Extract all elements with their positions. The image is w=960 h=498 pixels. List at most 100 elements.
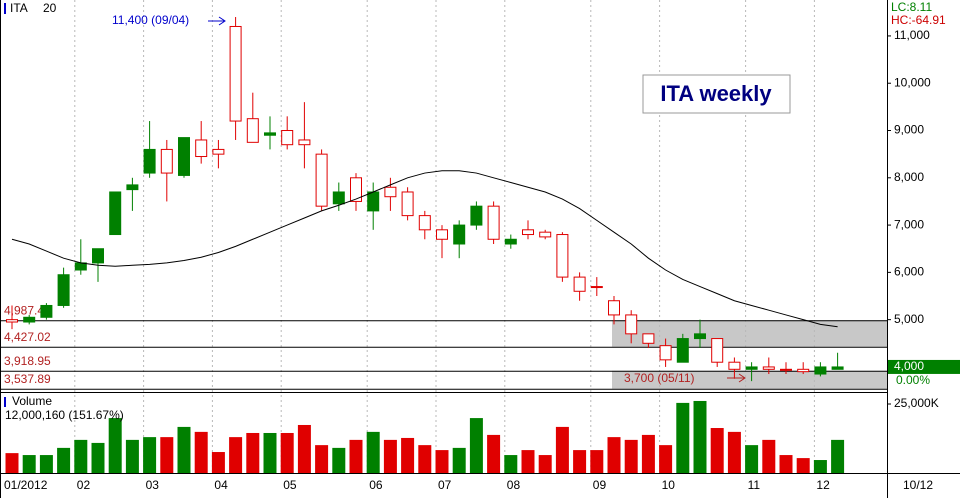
volume-bar	[5, 453, 19, 473]
volume-bar	[108, 418, 122, 473]
volume-bar	[676, 402, 690, 473]
candle-body	[367, 191, 380, 212]
volume-bar	[125, 439, 139, 473]
x-tick-label: 05	[283, 478, 297, 492]
x-tick-label: 09	[593, 478, 607, 492]
candle-body	[40, 304, 53, 318]
candle-body	[57, 274, 70, 306]
x-tick-label: 12	[816, 478, 830, 492]
candle-body	[126, 184, 139, 191]
low-annotation: 3,700 (05/11)	[624, 371, 695, 385]
volume-bar	[366, 431, 380, 473]
volume-bar	[710, 428, 724, 473]
volume-bar	[297, 424, 311, 473]
volume-bar	[263, 432, 277, 473]
volume-bar	[332, 447, 346, 473]
levels: 4,987.43 4,427.02 3,918.95 3,537.89	[0, 303, 887, 390]
volume-bar	[435, 450, 449, 473]
candle-body	[539, 231, 552, 238]
y-tick-label: 8,000	[894, 170, 924, 184]
candle-body	[264, 132, 276, 136]
candle-body	[281, 130, 294, 146]
candle-body	[797, 368, 810, 373]
volume-bar	[211, 452, 225, 473]
last-price-box	[888, 359, 960, 374]
level-label: 3,918.95	[4, 354, 51, 368]
volume-bar	[762, 439, 776, 473]
y-tick-label: 7,000	[894, 217, 924, 231]
symbol-marker	[4, 3, 6, 14]
volume-bar	[469, 418, 483, 473]
volume-bar	[607, 437, 621, 473]
candle-body	[384, 186, 397, 198]
volume-bar	[796, 458, 810, 473]
y-tick-label: 25,000K	[894, 396, 939, 410]
candle-body	[659, 345, 672, 361]
y-tick-label: 10,000	[894, 75, 931, 89]
x-tick-label: 03	[146, 478, 160, 492]
candle-body	[23, 316, 36, 323]
candle-body	[143, 148, 156, 174]
symbol: ITA	[10, 1, 28, 15]
x-tick-label: 02	[77, 478, 91, 492]
zones	[612, 320, 887, 389]
candle-body	[6, 319, 18, 323]
volume-bar	[229, 437, 243, 473]
candle-body	[298, 139, 311, 146]
candle-body	[487, 205, 500, 240]
candle-body	[160, 148, 173, 174]
title-box	[642, 74, 791, 114]
ma-line	[11, 170, 838, 328]
candle-body	[728, 361, 741, 370]
candle-body	[332, 191, 345, 205]
volume-bar	[521, 450, 535, 473]
level-label: 3,537.89	[4, 372, 51, 386]
y-tick-label: 9,000	[894, 123, 924, 137]
volume-bar	[143, 437, 157, 473]
volume-bar	[39, 455, 53, 473]
x-tick-label: 10	[662, 478, 676, 492]
chart-title: ITA weekly	[660, 81, 772, 106]
volume-bar	[487, 434, 501, 473]
candle-body	[109, 191, 122, 236]
period: 20	[43, 1, 57, 15]
volume-bar	[280, 432, 294, 473]
volume-bar	[813, 460, 827, 473]
candle-body	[831, 366, 844, 370]
candle-body	[676, 338, 689, 363]
candle-body	[470, 205, 483, 226]
volume-bar	[22, 455, 36, 473]
annotation-arrow	[208, 16, 226, 26]
candle-body	[212, 148, 225, 155]
high-annotation: 11,400 (09/04)	[112, 13, 189, 27]
candle-body	[762, 366, 775, 370]
volume-bar	[57, 447, 71, 473]
volume-bar	[74, 439, 88, 473]
last-price-label: 4,000	[894, 359, 924, 373]
volume-bar	[727, 431, 741, 473]
volume-bar	[555, 426, 569, 473]
x-tick-label: 04	[214, 478, 228, 492]
annotation-arrow	[727, 373, 746, 383]
volume-bar	[659, 445, 673, 473]
volume-bar	[349, 439, 363, 473]
candle-body	[229, 25, 242, 122]
candle-body	[642, 333, 655, 344]
candle-body	[780, 368, 792, 371]
lc-label: LC:8.11	[891, 0, 932, 14]
candle-body	[178, 137, 190, 176]
volume-bar	[504, 455, 518, 473]
x-tick-label: 01/2012	[4, 478, 48, 492]
candle-body	[195, 139, 208, 158]
volume-bar	[452, 447, 466, 473]
level-zone	[612, 320, 887, 347]
candle-body	[504, 238, 517, 245]
candle-body	[573, 276, 586, 292]
level-label: 4,987.43	[4, 303, 51, 317]
candle-body	[418, 215, 431, 231]
x-tick-label: 11	[748, 478, 761, 492]
volume-bar	[573, 450, 587, 473]
x-tick-label: 06	[369, 478, 383, 492]
volume-bar	[177, 426, 191, 473]
